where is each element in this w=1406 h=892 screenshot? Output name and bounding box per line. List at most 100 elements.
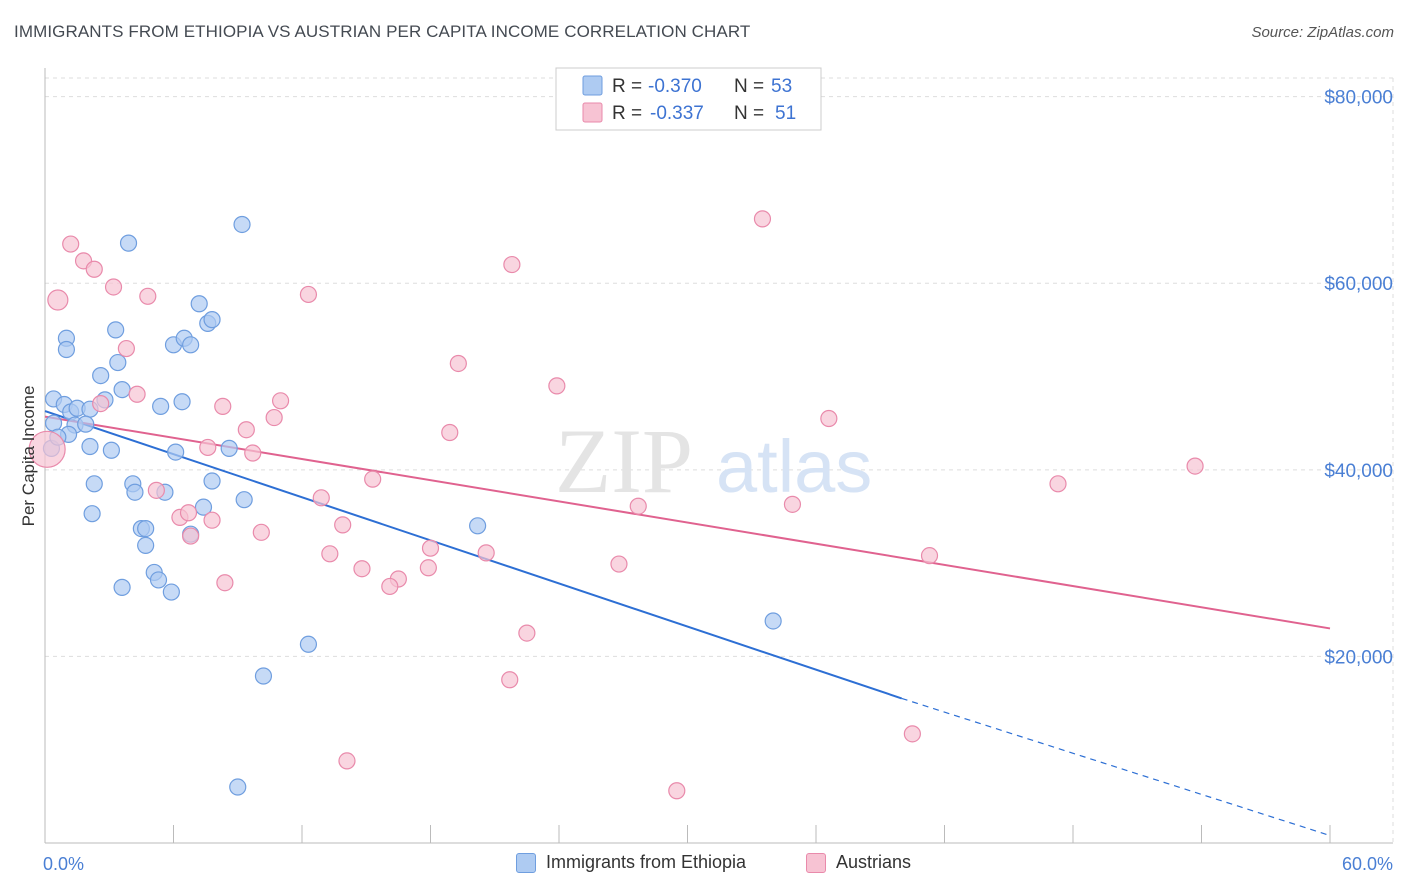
legend-r-value-blue: -0.370: [648, 76, 702, 97]
tick-labels: $20,000 $40,000 $60,000 $80,000 0.0% 60.0%: [43, 88, 1393, 874]
trend-extension-ethiopia: [901, 697, 1331, 837]
legend-swatch-ethiopia: [516, 852, 536, 873]
point-austrians: [244, 444, 262, 462]
point-austrians: [85, 260, 103, 278]
point-austrians: [252, 523, 270, 541]
chart-title: IMMIGRANTS FROM ETHIOPIA VS AUSTRIAN PER…: [14, 22, 751, 41]
y-tick-label: $20,000: [1324, 647, 1393, 668]
legend-r-label-pink: R =: [612, 103, 642, 124]
point-austrians: [321, 545, 339, 563]
point-austrians: [117, 339, 135, 358]
point-ethiopia: [235, 491, 253, 509]
point-austrians: [338, 752, 356, 770]
point-austrians: [62, 235, 80, 253]
point-ethiopia: [203, 311, 221, 329]
point-ethiopia: [203, 472, 221, 490]
point-austrians: [147, 481, 165, 499]
x-tick-label-max: 60.0%: [1342, 854, 1393, 874]
point-austrians: [783, 495, 802, 513]
point-austrians: [216, 574, 234, 592]
point-austrians: [179, 504, 198, 522]
legend-label-austrians: Austrians: [836, 852, 912, 872]
point-austrians: [920, 547, 939, 565]
legend-swatch-austrians: [806, 852, 826, 873]
point-austrians: [1049, 475, 1067, 493]
point-austrians: [629, 497, 647, 515]
point-austrians: [548, 377, 566, 395]
point-austrians: [199, 438, 217, 457]
point-ethiopia: [162, 583, 180, 601]
series-legend: Immigrants from Ethiopia Austrians: [0, 850, 1406, 880]
point-austrians: [47, 289, 69, 311]
point-ethiopia: [299, 635, 318, 653]
point-austrians: [299, 285, 318, 304]
legend-r-value-pink: -0.337: [650, 103, 704, 124]
point-ethiopia: [126, 483, 144, 501]
point-austrians: [182, 527, 200, 545]
point-ethiopia: [113, 578, 131, 596]
point-austrians: [501, 671, 519, 689]
y-tick-label: $60,000: [1324, 274, 1393, 295]
point-austrians: [139, 287, 157, 305]
point-ethiopia: [194, 498, 213, 516]
source-credit: Source: ZipAtlas.com: [1251, 24, 1394, 41]
point-austrians: [668, 782, 686, 800]
point-ethiopia: [85, 475, 103, 493]
point-ethiopia: [57, 340, 76, 359]
point-ethiopia: [182, 336, 200, 354]
point-austrians: [92, 394, 110, 413]
point-ethiopia: [83, 505, 101, 523]
point-ethiopia: [119, 234, 138, 252]
point-ethiopia: [81, 437, 99, 456]
point-austrians: [820, 409, 838, 428]
point-austrians: [364, 470, 382, 488]
point-ethiopia: [220, 439, 238, 457]
point-ethiopia: [167, 443, 185, 461]
point-ethiopia: [137, 520, 155, 538]
y-tick-label: $80,000: [1324, 88, 1393, 109]
point-ethiopia: [107, 321, 125, 339]
point-austrians: [214, 397, 232, 415]
point-austrians: [503, 255, 521, 274]
legend-n-label-pink: N =: [734, 103, 764, 124]
legend-n-label-blue: N =: [734, 76, 764, 97]
legend-n-value-pink: 51: [775, 103, 796, 124]
trend-line-ethiopia: [44, 410, 902, 700]
point-austrians: [903, 725, 921, 743]
point-ethiopia: [229, 778, 247, 796]
point-austrians: [441, 423, 459, 442]
y-tick-label: $40,000: [1324, 461, 1393, 482]
point-austrians: [128, 385, 146, 403]
point-austrians: [419, 559, 437, 577]
point-ethiopia: [113, 380, 131, 399]
point-ethiopia: [233, 215, 251, 234]
point-austrians: [1186, 457, 1204, 475]
legend-item-austrians: Austrians: [806, 852, 911, 873]
point-austrians: [610, 555, 628, 573]
data-points: [28, 210, 1204, 800]
point-ethiopia: [102, 441, 120, 459]
point-austrians: [477, 544, 495, 562]
point-ethiopia: [764, 612, 782, 630]
point-austrians: [421, 539, 440, 557]
point-austrians: [449, 354, 467, 373]
point-austrians: [271, 392, 290, 410]
point-austrians: [265, 408, 283, 427]
legend-swatch-pink: [582, 102, 603, 123]
watermark-zip: ZIP: [555, 410, 693, 512]
point-austrians: [312, 489, 330, 507]
legend-r-label-blue: R =: [612, 76, 642, 97]
point-ethiopia: [149, 571, 168, 589]
point-austrians: [518, 624, 536, 642]
point-austrians: [381, 577, 399, 596]
legend-swatch-blue: [582, 75, 603, 96]
x-tick-label-min: 0.0%: [43, 854, 84, 874]
point-ethiopia: [254, 667, 273, 685]
watermark: ZIP atlas: [555, 410, 872, 512]
correlation-legend: R = -0.370 N = 53 R = -0.337 N = 51: [555, 67, 822, 131]
point-austrians: [753, 210, 772, 228]
point-ethiopia: [109, 353, 127, 372]
point-ethiopia: [152, 397, 170, 415]
point-ethiopia: [92, 367, 110, 385]
